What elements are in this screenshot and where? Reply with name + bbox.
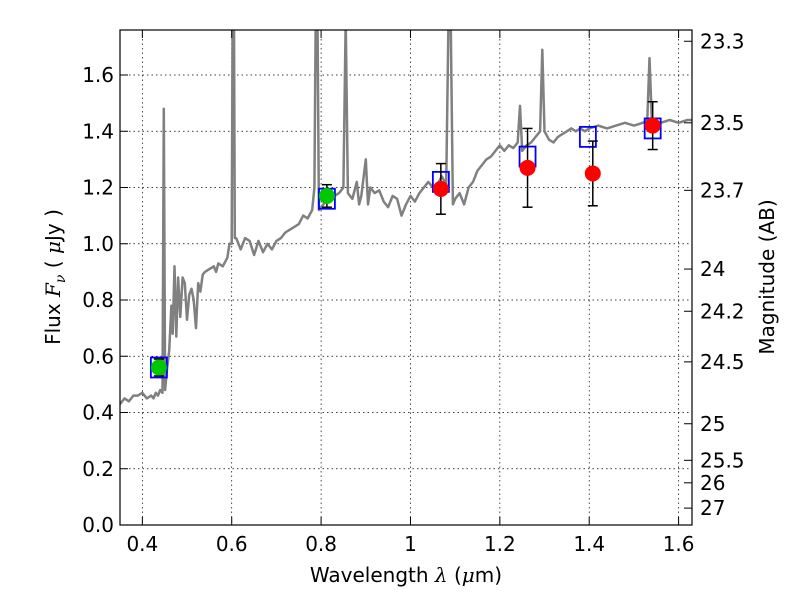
optical-point: [150, 359, 167, 376]
nir-point: [432, 180, 449, 197]
y2-tick-label: 23.5: [700, 111, 745, 135]
nir-point: [519, 159, 536, 176]
x-tick-label: 1.6: [663, 532, 695, 556]
plot-content: [120, 30, 692, 405]
optical-point: [318, 187, 335, 204]
y-axis-title: Flux Fν ( μJy ): [41, 209, 69, 345]
model-box: [578, 125, 597, 148]
y-tick-label: 0.6: [82, 344, 114, 368]
y2-tick-label: 24: [700, 257, 725, 281]
y-axis-ticks: 0.0 0.2 0.4 0.6 0.8 1.0 1.2 1.4 1.6: [82, 63, 128, 537]
y-tick-label: 1.6: [82, 63, 114, 87]
y2-tick-label: 27: [700, 496, 725, 520]
nir-point: [644, 117, 661, 134]
x-axis-ticks: 0.4 0.6 0.8 1 1.2 1.4 1.6: [126, 30, 695, 556]
x-tick-label: 0.8: [305, 532, 337, 556]
x-axis-title: Wavelength λ (μm): [310, 563, 502, 587]
grid: [120, 30, 692, 526]
y2-axis-title: Magnitude (AB): [755, 199, 779, 354]
y-tick-label: 0.8: [82, 288, 114, 312]
y-tick-label: 0.0: [82, 513, 114, 537]
plot-frame: [119, 29, 693, 526]
x-tick-label: 1.4: [573, 532, 605, 556]
model-spectrum-line: [120, 30, 692, 405]
x-tick-label: 1: [404, 532, 417, 556]
y2-tick-label: 24.5: [700, 350, 745, 374]
plot-area: [120, 30, 692, 525]
y2-tick-label: 26: [700, 471, 725, 495]
y2-tick-label: 24.2: [700, 299, 745, 323]
x-tick-label: 0.6: [216, 532, 248, 556]
y-tick-label: 1.2: [82, 176, 114, 200]
x-tick-label: 1.2: [484, 532, 516, 556]
nir-point: [584, 165, 601, 182]
y2-tick-label: 23.3: [700, 29, 745, 53]
y-tick-label: 0.2: [82, 457, 114, 481]
x-tick-label: 0.4: [126, 532, 158, 556]
y-tick-label: 0.4: [82, 401, 114, 425]
y2-tick-label: 23.7: [700, 178, 745, 202]
y2-tick-label: 25.5: [700, 448, 745, 472]
y-tick-label: 1.0: [82, 232, 114, 256]
observed-points: [150, 117, 661, 376]
y2-tick-label: 25: [700, 412, 725, 436]
y-tick-label: 1.4: [82, 119, 114, 143]
